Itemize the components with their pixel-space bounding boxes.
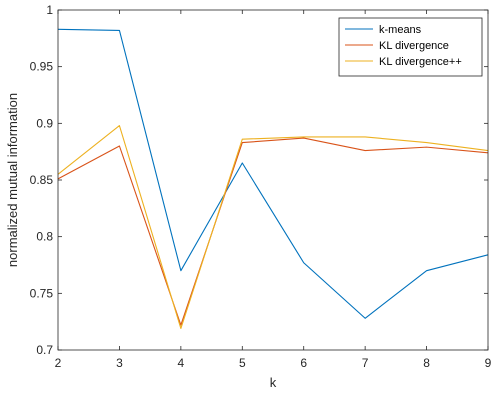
x-tick-label: 9 bbox=[485, 356, 492, 370]
y-tick-label: 0.85 bbox=[30, 173, 54, 187]
series-line-kl-divergence bbox=[57, 137, 489, 326]
legend-label-k-means: k-means bbox=[379, 24, 422, 36]
y-tick-label: 0.8 bbox=[36, 230, 53, 244]
legend-box bbox=[338, 17, 483, 77]
x-tick-label: 4 bbox=[178, 356, 185, 370]
series-line-k-means bbox=[57, 28, 489, 319]
y-tick-label: 0.7 bbox=[36, 343, 53, 357]
x-tick-label: 3 bbox=[116, 356, 123, 370]
x-tick-label: 2 bbox=[55, 356, 62, 370]
y-tick-label: 0.9 bbox=[36, 116, 53, 130]
y-axis-label: normalized mutual information bbox=[5, 93, 20, 267]
x-tick-label: 7 bbox=[362, 356, 369, 370]
legend-label-kl-divergence: KL divergence bbox=[379, 40, 449, 52]
y-tick-label: 0.75 bbox=[30, 286, 54, 300]
x-tick-label: 6 bbox=[300, 356, 307, 370]
y-tick-label: 0.95 bbox=[30, 60, 54, 74]
legend-label-kl-divergenceplusplus: KL divergence++ bbox=[379, 56, 462, 68]
x-tick-label: 5 bbox=[239, 356, 246, 370]
series-line-kl-divergenceplusplus bbox=[57, 125, 489, 330]
y-tick-label: 1 bbox=[46, 3, 53, 17]
series-layer bbox=[57, 28, 489, 330]
legend: k-means KL divergence KL divergence++ bbox=[338, 17, 483, 77]
ticks-layer: 2 3 4 5 6 7 8 9 0.7 0.75 0.8 0.85 0.9 0.95 1 bbox=[30, 3, 492, 370]
x-tick-label: 8 bbox=[423, 356, 430, 370]
x-axis-label: k bbox=[270, 375, 277, 390]
